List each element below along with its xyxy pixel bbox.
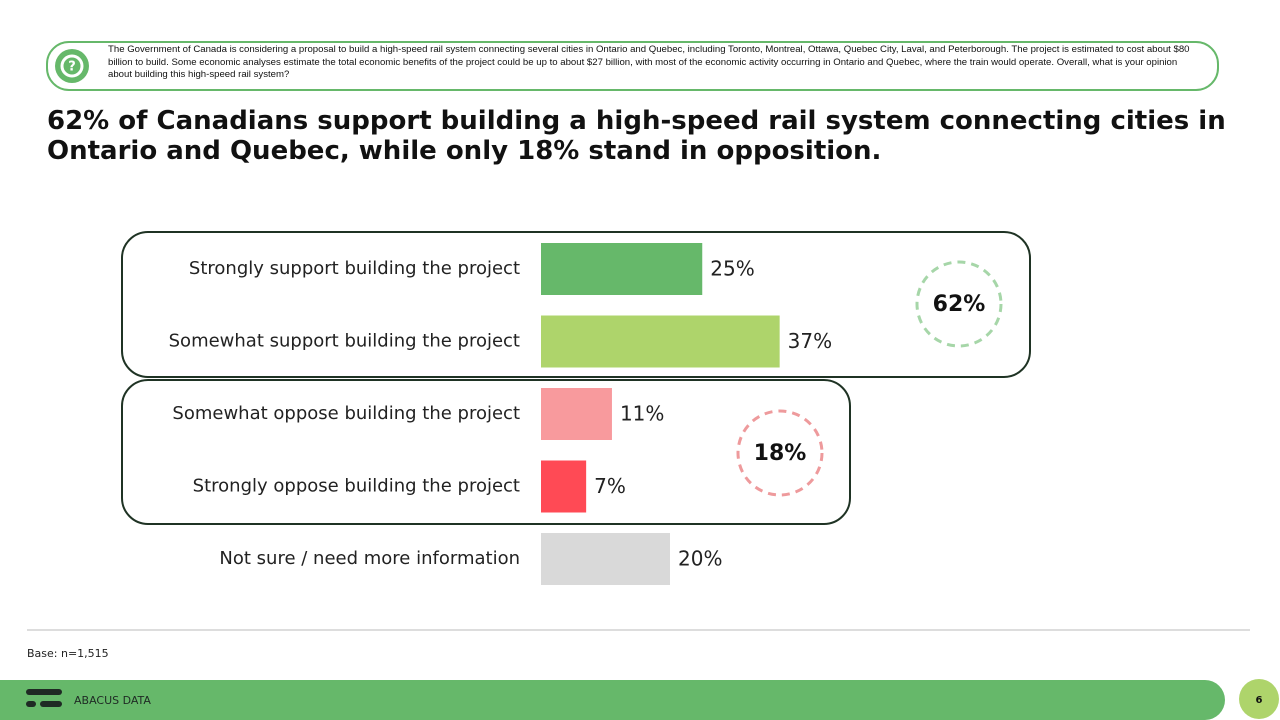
question-mark: ? (68, 60, 76, 75)
base-note: Base: n=1,515 (27, 647, 109, 660)
oppose-net-circle (736, 409, 824, 497)
oppose-group-box (121, 379, 851, 525)
category-label: Not sure / need more information (219, 548, 520, 569)
page-badge (1239, 679, 1279, 719)
question-text: The Government of Canada is considering … (108, 44, 1190, 80)
oppose-net-label: 18% (754, 441, 807, 466)
bar (541, 533, 670, 585)
page-number: 6 (1256, 695, 1263, 706)
question-box (46, 41, 1219, 91)
logo-bar (26, 701, 36, 707)
question-icon (55, 49, 89, 83)
question-icon-ring (60, 54, 84, 78)
category-label: Somewhat oppose building the project (172, 403, 520, 424)
value-label: 37% (788, 329, 832, 353)
category-label: Strongly oppose building the project (193, 476, 520, 497)
support-net-label: 62% (933, 292, 986, 317)
logo-bar (26, 689, 62, 695)
bar (541, 315, 780, 368)
value-label: 25% (710, 257, 754, 281)
bar (541, 243, 703, 295)
bar (541, 460, 587, 513)
bar (541, 388, 612, 440)
footer-bar (0, 680, 1225, 720)
chart-title: 62% of Canadians support building a high… (47, 106, 1226, 166)
value-label: 11% (620, 402, 664, 426)
support-group-box (121, 231, 1031, 378)
brand: ABACUS DATA (74, 694, 151, 707)
value-label: 20% (678, 547, 722, 571)
value-label: 7% (594, 474, 626, 498)
category-label: Somewhat support building the project (169, 331, 520, 352)
category-label: Strongly support building the project (189, 258, 520, 279)
support-net-circle (915, 260, 1003, 348)
logo-bar (40, 701, 62, 707)
